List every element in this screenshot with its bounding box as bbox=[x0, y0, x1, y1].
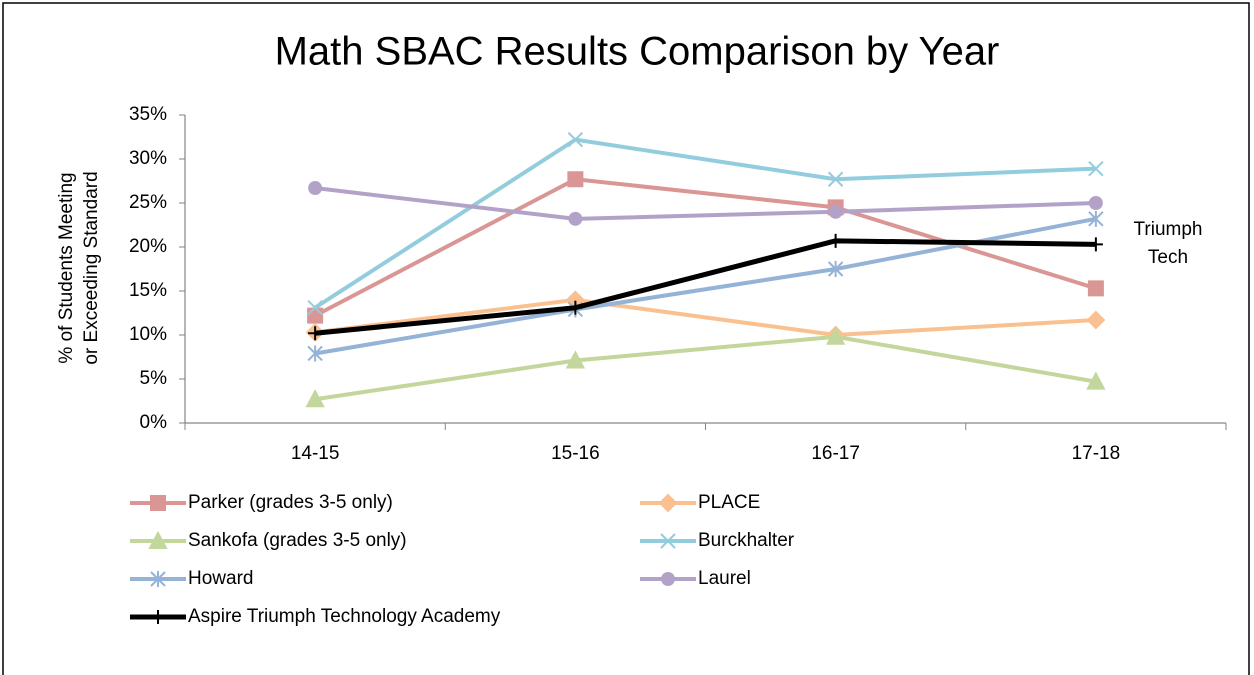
marker bbox=[307, 307, 324, 324]
series-line bbox=[314, 177, 1097, 318]
marker bbox=[307, 300, 323, 316]
marker bbox=[567, 171, 584, 188]
marker bbox=[150, 495, 166, 511]
marker bbox=[1086, 371, 1106, 390]
marker bbox=[827, 261, 844, 277]
series-line bbox=[314, 334, 1097, 402]
marker bbox=[307, 345, 323, 362]
marker bbox=[151, 610, 165, 624]
marker bbox=[1088, 196, 1103, 210]
annotation: Triumph bbox=[1134, 219, 1203, 240]
legend-label: Aspire Triumph Technology Academy bbox=[188, 606, 501, 627]
series-line bbox=[314, 238, 1096, 336]
series-line bbox=[314, 297, 1096, 337]
legend-label: Burckhalter bbox=[698, 530, 795, 551]
marker bbox=[658, 493, 678, 513]
y-axis-label: % of Students Meeting bbox=[56, 172, 77, 363]
legend-label: Parker (grades 3-5 only) bbox=[188, 492, 393, 513]
marker bbox=[828, 204, 843, 219]
marker bbox=[827, 171, 844, 187]
marker bbox=[565, 350, 586, 369]
marker bbox=[308, 181, 323, 196]
annotation: Tech bbox=[1148, 247, 1188, 268]
y-tick-label: 5% bbox=[140, 368, 168, 389]
marker bbox=[825, 326, 846, 345]
series-line bbox=[314, 216, 1097, 356]
y-tick-label: 25% bbox=[129, 192, 167, 213]
marker bbox=[568, 300, 583, 315]
marker bbox=[1088, 210, 1104, 227]
legend-label: Laurel bbox=[698, 568, 751, 589]
x-tick-label: 14-15 bbox=[291, 443, 340, 464]
marker bbox=[305, 389, 325, 408]
marker bbox=[1088, 160, 1104, 177]
y-tick-label: 15% bbox=[129, 280, 167, 301]
marker bbox=[828, 233, 843, 248]
legend-label: Sankofa (grades 3-5 only) bbox=[188, 530, 407, 551]
marker bbox=[308, 326, 323, 341]
legend-label: PLACE bbox=[698, 492, 760, 513]
marker bbox=[1088, 237, 1103, 252]
chart-title: Math SBAC Results Comparison by Year bbox=[275, 30, 1000, 74]
y-axis-label: or Exceeding Standard bbox=[81, 171, 102, 364]
marker bbox=[1086, 310, 1106, 330]
legend-label: Howard bbox=[188, 568, 253, 589]
y-tick-label: 20% bbox=[129, 236, 167, 257]
y-tick-label: 10% bbox=[129, 324, 167, 345]
series-line bbox=[314, 137, 1096, 310]
marker bbox=[568, 211, 583, 226]
y-tick-label: 35% bbox=[129, 104, 167, 125]
marker bbox=[148, 530, 168, 549]
y-tick-label: 30% bbox=[129, 148, 167, 169]
marker bbox=[150, 571, 166, 587]
x-tick-label: 17-18 bbox=[1072, 443, 1121, 464]
x-tick-label: 16-17 bbox=[811, 443, 860, 464]
marker bbox=[567, 131, 584, 148]
series-line bbox=[314, 186, 1096, 221]
marker bbox=[1087, 280, 1104, 297]
x-tick-label: 15-16 bbox=[551, 443, 600, 464]
marker bbox=[660, 533, 676, 549]
y-tick-label: 0% bbox=[140, 412, 168, 433]
marker bbox=[661, 572, 675, 586]
